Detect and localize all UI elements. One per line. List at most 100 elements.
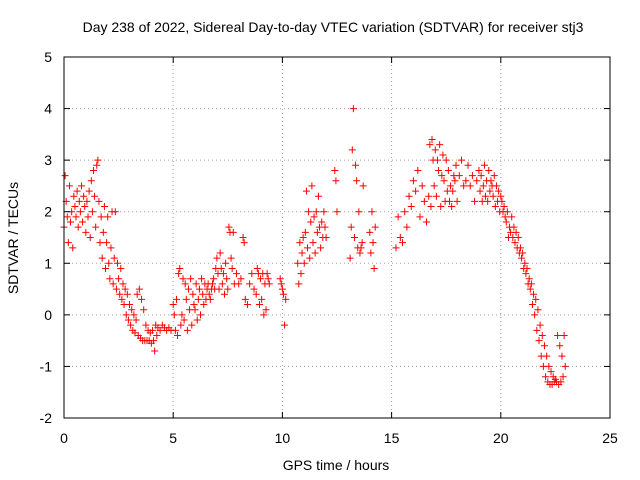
data-point: [298, 249, 306, 257]
data-point: [355, 208, 363, 216]
data-point: [525, 275, 533, 283]
data-point: [399, 239, 407, 247]
data-point: [371, 223, 379, 231]
data-point: [331, 166, 339, 174]
data-point: [473, 177, 481, 185]
data-point: [265, 280, 273, 288]
data-point: [92, 223, 100, 231]
x-tick-label: 5: [169, 430, 177, 446]
data-point: [497, 192, 505, 200]
data-point: [435, 166, 443, 174]
data-point: [233, 270, 241, 278]
y-tick-label: -1: [40, 358, 53, 374]
data-point: [502, 218, 510, 226]
data-point: [209, 280, 217, 288]
data-point: [109, 280, 117, 288]
data-point: [449, 187, 457, 195]
data-point: [235, 280, 243, 288]
data-point: [318, 218, 326, 226]
data-point: [281, 321, 289, 329]
data-point: [81, 203, 89, 211]
data-point: [518, 254, 526, 262]
data-point: [468, 172, 476, 180]
data-point: [96, 239, 104, 247]
data-point: [213, 254, 221, 262]
data-point: [407, 203, 415, 211]
data-point: [106, 275, 114, 283]
data-point: [370, 264, 378, 272]
data-point: [300, 259, 308, 267]
data-point: [178, 311, 186, 319]
data-point: [243, 301, 251, 309]
data-point: [530, 290, 538, 298]
data-point: [436, 141, 444, 149]
data-point: [172, 295, 180, 303]
data-point: [311, 249, 319, 257]
data-point: [498, 197, 506, 205]
data-point: [418, 182, 426, 190]
data-point: [508, 213, 516, 221]
data-point: [99, 228, 107, 236]
data-point: [128, 306, 136, 314]
data-point: [188, 321, 196, 329]
data-point: [133, 290, 141, 298]
data-point: [73, 187, 81, 195]
data-point: [490, 172, 498, 180]
data-point: [240, 239, 248, 247]
data-point: [403, 223, 411, 231]
data-point: [184, 285, 192, 293]
data-point: [536, 321, 544, 329]
data-point: [199, 290, 207, 298]
data-point: [396, 234, 404, 241]
data-point: [352, 161, 360, 169]
data-point: [466, 182, 474, 190]
data-point: [492, 182, 500, 190]
data-point: [135, 285, 143, 293]
data-point: [295, 280, 303, 288]
data-point: [534, 306, 542, 314]
data-point: [257, 275, 265, 283]
data-point: [190, 301, 198, 309]
y-tick-label: 3: [44, 152, 52, 168]
data-point: [321, 223, 329, 231]
data-point: [350, 234, 358, 241]
data-point: [228, 264, 236, 272]
data-point: [170, 311, 178, 319]
data-point: [309, 239, 317, 247]
y-tick-label: 1: [44, 255, 52, 271]
data-point: [130, 311, 138, 319]
data-point: [112, 285, 120, 293]
data-point: [224, 285, 232, 293]
data-point: [367, 249, 375, 257]
data-point: [348, 146, 356, 154]
data-point: [442, 156, 450, 164]
data-point: [215, 285, 223, 293]
data-point: [312, 208, 320, 216]
data-point: [74, 223, 82, 231]
data-point: [263, 270, 271, 278]
data-point: [84, 213, 92, 221]
data-point: [195, 285, 203, 293]
data-point: [110, 254, 118, 262]
data-point: [501, 213, 509, 221]
data-point: [523, 264, 531, 272]
data-point: [427, 203, 435, 211]
data-point: [532, 295, 540, 303]
data-point: [198, 275, 206, 283]
data-point: [241, 295, 249, 303]
data-point: [87, 177, 95, 185]
data-point: [63, 213, 71, 221]
data-point: [412, 187, 420, 195]
data-point: [187, 275, 195, 283]
y-tick-label: -2: [40, 410, 53, 426]
data-point: [107, 244, 115, 252]
data-point: [433, 156, 441, 164]
data-point: [248, 270, 256, 278]
data-point: [80, 192, 88, 200]
data-point: [346, 254, 354, 262]
data-point: [150, 337, 158, 345]
data-point: [512, 228, 520, 236]
data-point: [189, 290, 197, 298]
data-point: [294, 259, 302, 267]
data-point: [477, 172, 485, 180]
